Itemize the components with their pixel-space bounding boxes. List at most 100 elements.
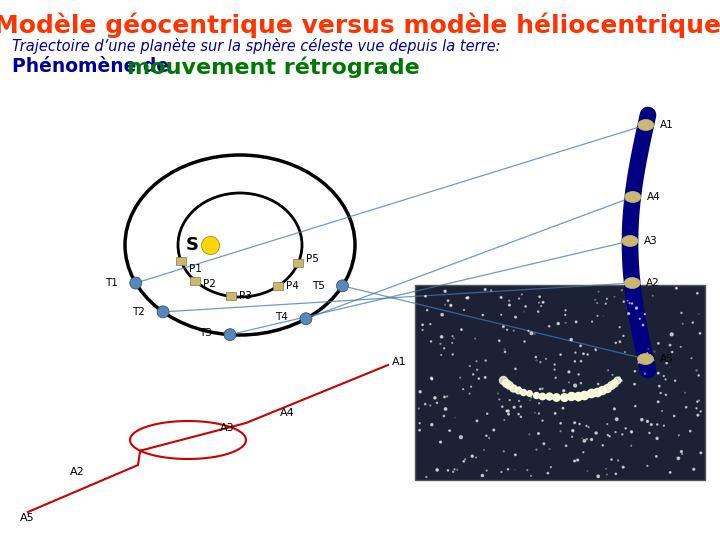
Point xyxy=(616,286,628,294)
Point xyxy=(438,393,450,401)
Point xyxy=(534,409,545,418)
Point xyxy=(444,427,455,435)
Point xyxy=(540,355,552,363)
Point xyxy=(493,336,505,345)
Point xyxy=(582,350,593,359)
Point xyxy=(533,429,544,438)
Point xyxy=(574,420,585,428)
Point xyxy=(435,438,446,447)
FancyBboxPatch shape xyxy=(176,257,186,265)
Point xyxy=(693,309,704,318)
FancyBboxPatch shape xyxy=(273,282,283,290)
Point xyxy=(470,453,482,462)
Point xyxy=(642,462,653,470)
Point xyxy=(600,299,611,308)
Point xyxy=(413,404,425,413)
Point xyxy=(592,312,603,320)
Point xyxy=(569,457,580,465)
Point xyxy=(534,399,545,408)
Point xyxy=(593,380,604,388)
Point xyxy=(467,452,478,461)
Point xyxy=(620,424,631,433)
Point xyxy=(692,411,703,420)
Point xyxy=(530,353,541,361)
Point xyxy=(447,468,459,476)
Point xyxy=(492,389,503,398)
Circle shape xyxy=(157,306,169,318)
Point xyxy=(608,404,620,413)
Point xyxy=(440,404,451,413)
Point xyxy=(560,319,572,327)
Point xyxy=(590,345,601,353)
Point xyxy=(504,396,516,404)
Point xyxy=(521,466,533,475)
Point xyxy=(652,397,664,406)
Point xyxy=(692,397,703,406)
Point xyxy=(426,374,437,382)
Point xyxy=(417,326,428,334)
Point xyxy=(604,432,616,441)
Point xyxy=(675,342,686,351)
Point xyxy=(680,403,692,411)
Text: P4: P4 xyxy=(286,281,299,291)
Point xyxy=(473,374,485,383)
Text: A5: A5 xyxy=(20,513,35,523)
Point xyxy=(602,431,613,440)
Point xyxy=(485,286,497,295)
Point xyxy=(417,320,428,329)
Point xyxy=(651,452,662,461)
Point xyxy=(425,320,436,328)
Point xyxy=(677,320,688,328)
Ellipse shape xyxy=(625,192,641,202)
Point xyxy=(532,307,544,316)
Point xyxy=(471,416,482,425)
Point xyxy=(464,362,476,370)
Point xyxy=(510,364,521,373)
Point xyxy=(426,337,437,346)
Point xyxy=(477,310,489,319)
Point xyxy=(616,376,627,385)
Point xyxy=(449,465,460,474)
Text: A2: A2 xyxy=(70,467,85,477)
Point xyxy=(668,411,680,420)
Point xyxy=(618,298,629,306)
Point xyxy=(629,402,641,410)
Point xyxy=(690,366,702,375)
Text: T5: T5 xyxy=(312,281,325,291)
Point xyxy=(629,367,641,375)
Point xyxy=(631,303,642,312)
Point xyxy=(572,395,584,404)
Point xyxy=(695,449,706,457)
Point xyxy=(542,469,554,477)
Point xyxy=(593,472,604,481)
Point xyxy=(535,358,546,367)
Point xyxy=(649,347,660,356)
Point xyxy=(515,402,526,411)
Point xyxy=(688,465,700,474)
Point xyxy=(482,409,493,418)
Point xyxy=(694,329,706,338)
Point xyxy=(425,401,436,410)
Point xyxy=(495,468,507,476)
FancyBboxPatch shape xyxy=(293,259,303,267)
Text: mouvement rétrograde: mouvement rétrograde xyxy=(127,57,420,78)
Point xyxy=(529,408,541,417)
Point xyxy=(495,310,507,319)
Point xyxy=(429,394,441,402)
Point xyxy=(531,445,542,454)
Point xyxy=(611,415,623,423)
Point xyxy=(675,308,687,317)
Point xyxy=(567,427,579,435)
Point xyxy=(438,344,450,353)
Text: A5: A5 xyxy=(660,354,673,364)
Point xyxy=(497,402,508,411)
Point xyxy=(626,299,638,308)
Point xyxy=(467,370,479,379)
Point xyxy=(451,465,463,474)
Text: A3: A3 xyxy=(644,236,658,246)
Point xyxy=(626,441,637,450)
Text: T2: T2 xyxy=(132,307,145,317)
Point xyxy=(583,393,595,401)
Point xyxy=(567,433,578,441)
Point xyxy=(536,384,548,393)
